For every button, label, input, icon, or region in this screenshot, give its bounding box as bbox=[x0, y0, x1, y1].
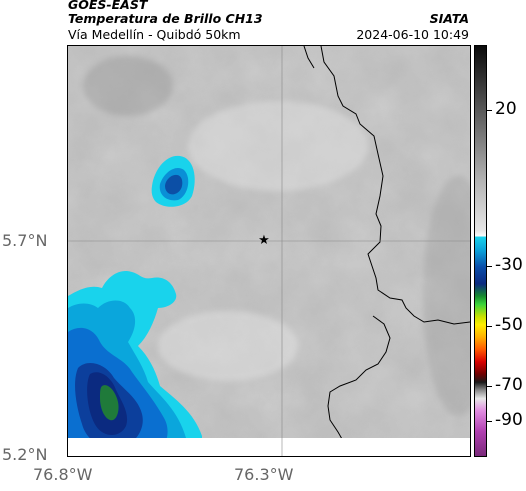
colorbar-tick bbox=[487, 326, 492, 327]
lon-tick-label: 76.3°W bbox=[234, 465, 294, 484]
timestamp: 2024-06-10 10:49 bbox=[356, 27, 469, 42]
cold-cloud-small bbox=[151, 155, 195, 207]
colorbar-label: -30 bbox=[495, 255, 523, 275]
satellite-name: GOES-EAST bbox=[68, 0, 148, 12]
land-border-coast bbox=[303, 46, 315, 69]
satellite-map[interactable]: ★ bbox=[67, 45, 471, 457]
colorbar-label: -50 bbox=[495, 315, 523, 335]
cold-cloud-large bbox=[68, 270, 218, 456]
colorbar-tick bbox=[487, 110, 492, 111]
land-border-south bbox=[327, 315, 391, 456]
colorbar-label: -90 bbox=[495, 410, 523, 430]
lat-tick-label: 5.7°N bbox=[2, 231, 48, 250]
map-canvas: ★ bbox=[68, 46, 470, 456]
product-title: Temperatura de Brillo CH13 bbox=[68, 11, 263, 26]
colorbar-label: -70 bbox=[495, 375, 523, 395]
colorbar-tick bbox=[487, 386, 492, 387]
source-label: SIATA bbox=[429, 11, 469, 26]
lon-tick-label: 76.8°W bbox=[33, 465, 93, 484]
colorbar-tick bbox=[487, 421, 492, 422]
colorbar-tick bbox=[487, 266, 492, 267]
colorbar bbox=[474, 45, 487, 457]
star-icon: ★ bbox=[258, 233, 270, 248]
colorbar-label: 20 bbox=[495, 99, 517, 119]
land-border bbox=[320, 46, 470, 325]
lat-tick-label: 5.2°N bbox=[2, 445, 48, 464]
region-label: Vía Medellín - Quibdó 50km bbox=[68, 27, 241, 42]
bottom-strip bbox=[68, 438, 470, 456]
